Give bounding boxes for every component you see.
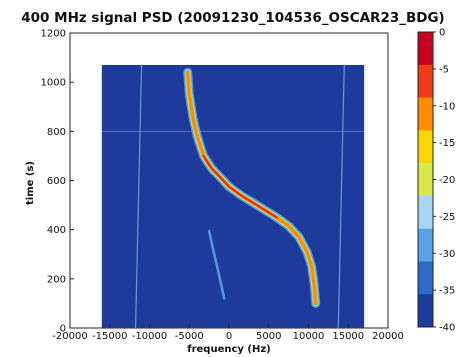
colorbar-segment: [418, 163, 433, 197]
colorbar: 0 -5 -10 -15 -20 -25 -30 -35 -40: [417, 28, 455, 334]
y-tick-label: 0: [60, 324, 66, 335]
y-tick-label: 600: [47, 176, 66, 187]
colorbar-segment: [418, 195, 433, 230]
x-tick-label: 20000: [372, 331, 404, 342]
heatmap-layer: [101, 64, 365, 329]
colorbar-segment: [418, 130, 433, 164]
x-axis-ticks: -20000 -15000 -10000 -5000 0 5000 10000 15000 20…: [52, 324, 404, 342]
colorbar-segment: [418, 228, 433, 262]
colorbar-tick-label: -20: [439, 175, 455, 186]
y-tick-label: 1200: [41, 29, 66, 40]
x-tick-label: 15000: [332, 331, 364, 342]
x-axis-label: frequency (Hz): [187, 344, 271, 355]
trace-weak: [207, 229, 226, 300]
colorbar-segment: [418, 294, 433, 328]
y-tick-label: 200: [47, 274, 66, 285]
x-tick-label: 5000: [256, 331, 281, 342]
colorbar-segment: [418, 261, 433, 295]
x-tick-label: -20000: [52, 331, 87, 342]
colorbar-tick-label: -35: [439, 286, 455, 297]
y-tick-label: 1000: [41, 78, 66, 89]
y-tick-label: 800: [47, 127, 66, 138]
y-tick-label: 400: [47, 225, 66, 236]
noise-vertical-line: [337, 64, 345, 329]
x-tick-label: -5000: [175, 331, 204, 342]
colorbar-tick-label: -5: [439, 64, 449, 75]
colorbar-segment: [418, 97, 433, 131]
noise-vertical-line: [134, 64, 143, 329]
colorbar-tick-label: 0: [439, 28, 445, 39]
y-axis-label: time (s): [25, 161, 36, 205]
colorbar-segment: [418, 32, 433, 66]
colorbar-tick-label: -40: [439, 323, 455, 334]
colorbar-tick-label: -10: [439, 101, 455, 112]
trace-peak: [202, 154, 278, 219]
colorbar-tick-label: -30: [439, 249, 455, 260]
chart-title: 400 MHz signal PSD (20091230_104536_OSCA…: [21, 10, 444, 26]
x-tick-label: -15000: [92, 331, 127, 342]
colorbar-tick-label: -15: [439, 138, 455, 149]
x-tick-label: -10000: [132, 331, 167, 342]
colorbar-tick-label: -25: [439, 212, 455, 223]
x-tick-label: 10000: [293, 331, 325, 342]
y-axis-ticks: 0 200 400 600 800 1000 1200: [41, 29, 74, 335]
colorbar-segment: [418, 64, 433, 99]
x-tick-label: 0: [226, 331, 232, 342]
heatmap-background: [101, 64, 365, 328]
